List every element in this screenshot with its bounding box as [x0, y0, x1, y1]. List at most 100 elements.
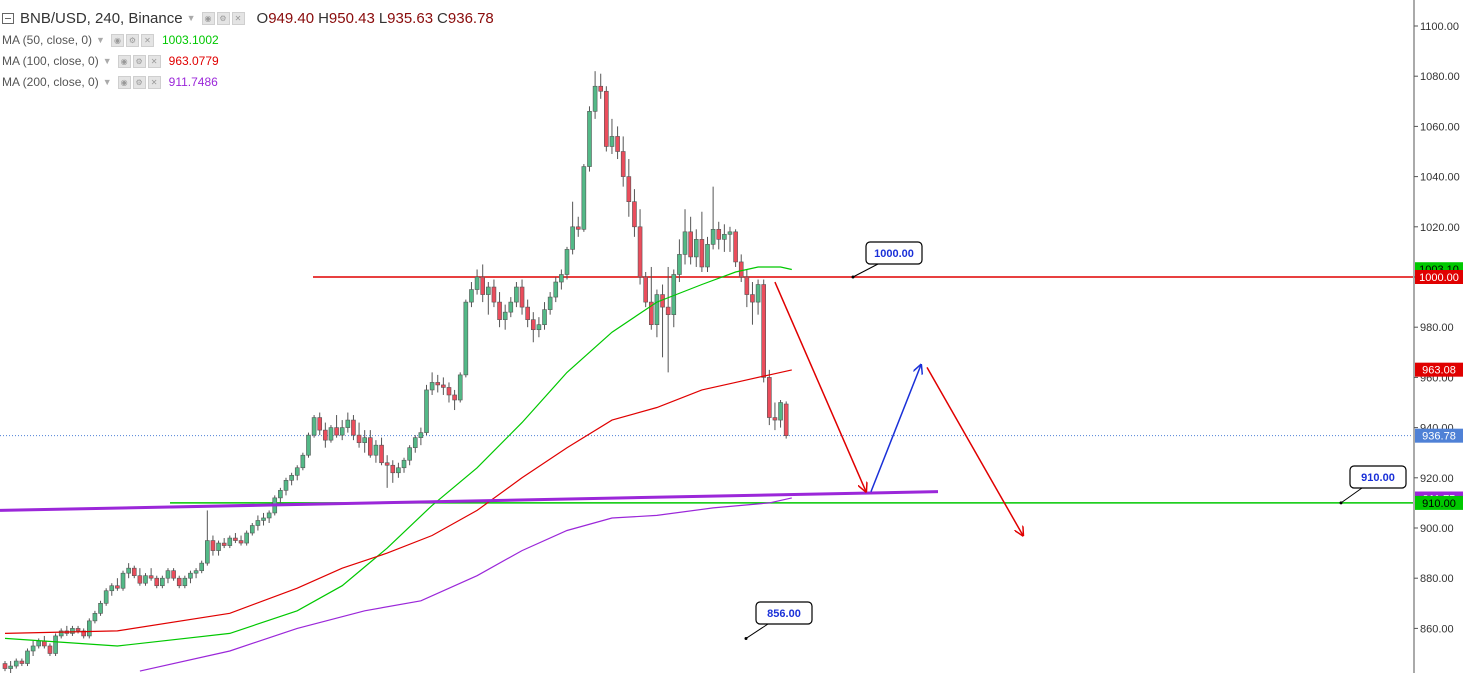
candle[interactable] — [160, 575, 165, 589]
candle[interactable] — [772, 402, 778, 431]
candle[interactable] — [581, 164, 587, 232]
candle[interactable] — [193, 568, 199, 579]
candle[interactable] — [435, 374, 441, 393]
candle[interactable] — [244, 530, 249, 546]
candle[interactable] — [131, 565, 137, 579]
candle[interactable] — [738, 254, 744, 283]
candle[interactable] — [36, 638, 42, 649]
candle[interactable] — [30, 640, 36, 657]
candle[interactable] — [328, 425, 334, 443]
candle[interactable] — [221, 538, 227, 549]
candle[interactable] — [19, 658, 25, 667]
candle[interactable] — [457, 372, 463, 403]
candle[interactable] — [143, 573, 148, 586]
candle[interactable] — [87, 618, 92, 639]
candle[interactable] — [367, 430, 373, 458]
candle[interactable] — [671, 269, 677, 328]
callout-1000[interactable]: 1000.00 — [851, 241, 923, 279]
candle[interactable] — [379, 437, 384, 466]
candle[interactable] — [323, 422, 328, 448]
candle[interactable] — [412, 435, 418, 453]
candle[interactable] — [339, 420, 345, 441]
candle[interactable] — [508, 297, 514, 318]
candle[interactable] — [755, 279, 761, 315]
candle[interactable] — [227, 535, 233, 549]
candle[interactable] — [115, 578, 120, 591]
candle[interactable] — [474, 269, 480, 295]
close-icon[interactable]: ✕ — [147, 76, 161, 89]
candle[interactable] — [536, 317, 542, 338]
candle[interactable] — [205, 510, 210, 566]
gear-icon[interactable]: ⚙ — [125, 34, 139, 47]
candle[interactable] — [733, 229, 738, 267]
candle[interactable] — [626, 159, 632, 217]
indicator-label[interactable]: MA (100, close, 0) — [2, 54, 99, 68]
candle[interactable] — [491, 279, 497, 308]
candle[interactable] — [42, 635, 47, 649]
candle[interactable] — [486, 282, 491, 315]
candle[interactable] — [171, 568, 176, 581]
candle[interactable] — [148, 568, 154, 581]
candle[interactable] — [587, 106, 592, 172]
candle[interactable] — [744, 269, 750, 308]
candle[interactable] — [165, 568, 171, 584]
candle[interactable] — [469, 282, 474, 308]
chevron-down-icon[interactable]: ▼ — [186, 12, 196, 23]
candle[interactable] — [665, 266, 671, 373]
candle[interactable] — [480, 264, 486, 303]
candle[interactable] — [519, 279, 525, 315]
arrow-up[interactable] — [870, 365, 921, 492]
candle[interactable] — [53, 633, 58, 657]
candle[interactable] — [98, 600, 103, 616]
candle[interactable] — [238, 535, 244, 546]
candle[interactable] — [294, 465, 300, 481]
candle[interactable] — [727, 226, 733, 252]
candle[interactable] — [176, 575, 182, 589]
candle[interactable] — [648, 266, 654, 330]
candle[interactable] — [188, 570, 193, 584]
candle[interactable] — [525, 299, 530, 328]
chevron-down-icon[interactable]: ▼ — [102, 56, 112, 66]
indicator-label[interactable]: MA (50, close, 0) — [2, 33, 93, 47]
candle[interactable] — [575, 216, 581, 237]
trendline[interactable] — [0, 490, 939, 512]
candle[interactable] — [351, 415, 356, 441]
candle[interactable] — [632, 189, 637, 237]
callout-910[interactable]: 910.00 — [1339, 465, 1407, 505]
candle[interactable] — [559, 269, 564, 290]
eye-icon[interactable]: ◉ — [117, 76, 131, 89]
candle[interactable] — [300, 452, 306, 471]
gear-icon[interactable]: ⚙ — [132, 76, 146, 89]
candle[interactable] — [643, 271, 648, 308]
close-icon[interactable]: ✕ — [231, 11, 245, 25]
ma-line-0[interactable] — [4, 266, 792, 647]
arrow-down-2[interactable] — [926, 366, 1023, 535]
candle[interactable] — [311, 415, 317, 438]
candle[interactable] — [126, 563, 131, 579]
candle[interactable] — [396, 462, 401, 478]
candle[interactable] — [424, 384, 429, 436]
arrow-down-1[interactable] — [774, 281, 866, 492]
candle[interactable] — [677, 239, 682, 283]
candle[interactable] — [604, 86, 609, 152]
candle[interactable] — [81, 628, 86, 639]
candle[interactable] — [390, 460, 396, 483]
candle[interactable] — [199, 560, 204, 574]
candle[interactable] — [109, 583, 115, 596]
candle[interactable] — [530, 312, 536, 343]
candle[interactable] — [502, 304, 508, 330]
candle[interactable] — [463, 299, 469, 378]
candle[interactable] — [25, 648, 30, 667]
candle[interactable] — [441, 377, 446, 395]
candle[interactable] — [688, 216, 693, 265]
chevron-down-icon[interactable]: ▼ — [96, 35, 105, 45]
candle[interactable] — [710, 186, 716, 250]
candle[interactable] — [356, 422, 362, 448]
candle[interactable] — [70, 625, 75, 636]
gear-icon[interactable]: ⚙ — [132, 55, 146, 68]
candle[interactable] — [92, 610, 98, 624]
candle[interactable] — [210, 535, 216, 556]
candle[interactable] — [289, 472, 294, 486]
candle[interactable] — [306, 432, 311, 458]
